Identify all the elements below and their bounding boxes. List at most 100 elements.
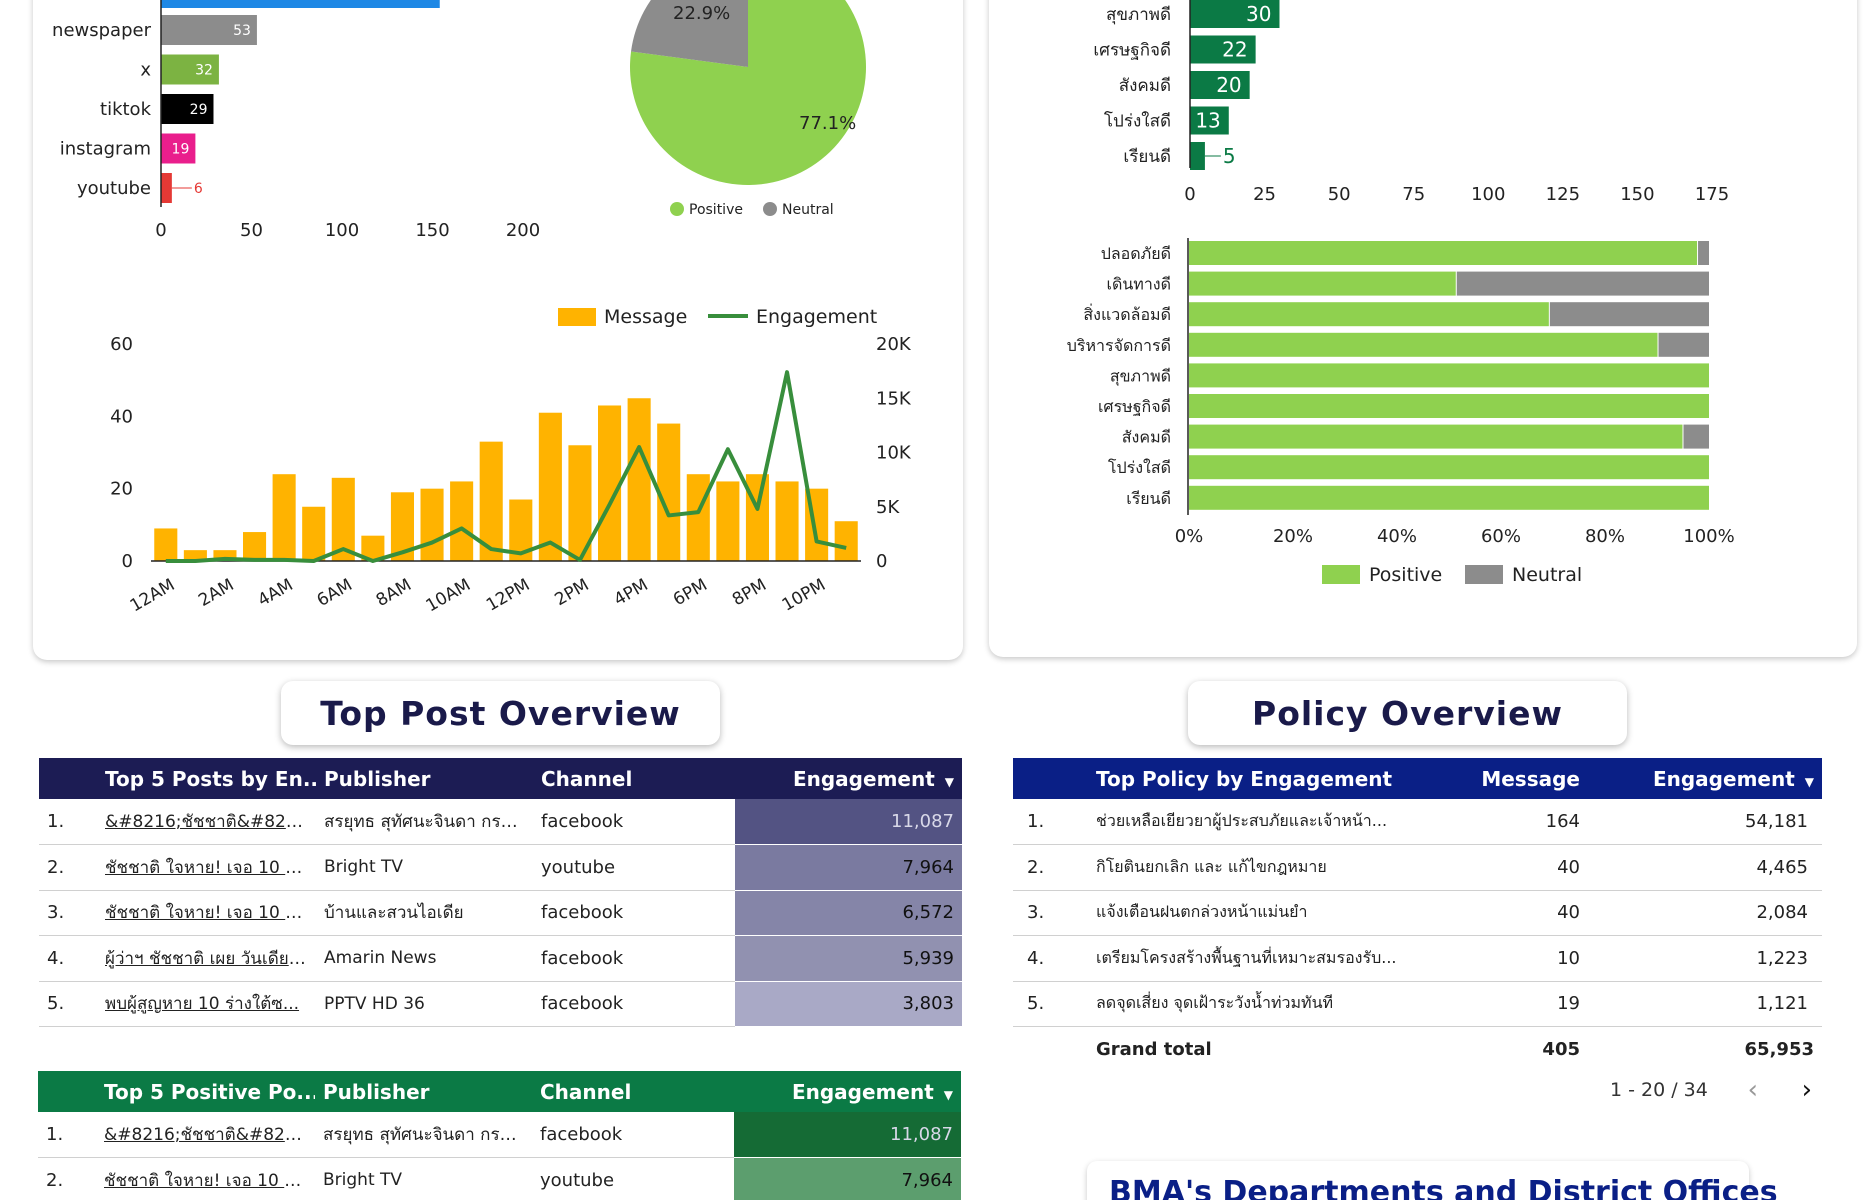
engagement-cell: 11,087 xyxy=(734,1112,961,1158)
policy-value-label: 20 xyxy=(1216,73,1241,97)
grand-total-message: 405 xyxy=(1542,1039,1580,1060)
legend-message-label: Message xyxy=(604,306,687,328)
pie-slice-neutral xyxy=(631,0,748,67)
post-link[interactable]: &#8216;ชัชชาติ&#821... xyxy=(97,799,316,845)
row-index: 4. xyxy=(1013,935,1088,982)
message-cell: 164 xyxy=(1428,799,1588,845)
channel-bar xyxy=(161,54,219,85)
row-index: 5. xyxy=(1013,981,1088,1027)
pager-range: 1 - 20 / 34 xyxy=(1610,1079,1708,1101)
message-bar xyxy=(183,550,207,561)
post-link[interactable]: ชัชชาติ ใจหาย! เจอ 10 ร่า... xyxy=(97,844,316,891)
legend-positive-icon xyxy=(670,202,684,216)
hour-tick-label: 6AM xyxy=(314,575,356,611)
message-header[interactable]: Message xyxy=(1481,766,1580,791)
publisher-header[interactable]: Publisher xyxy=(324,766,431,791)
table-row: 3. แจ้งเตือนฝนตกล่วงหน้าแม่นยำ 40 2,084 xyxy=(1013,890,1822,936)
policy-value-label: 30 xyxy=(1246,2,1271,26)
index-header xyxy=(1013,758,1088,799)
hour-tick-label: 8PM xyxy=(729,575,770,610)
channel-header[interactable]: Channel xyxy=(541,766,633,791)
table-row: 4. ผู้ว่าฯ ชัชชาติ เผย วันเดียว... Amarin … xyxy=(39,935,962,982)
engagement-sort-header[interactable]: Engagement ▼ xyxy=(791,1079,953,1104)
stack-positive-bar xyxy=(1189,455,1709,480)
message-bar xyxy=(657,423,681,561)
publisher-header[interactable]: Publisher xyxy=(323,1079,430,1104)
post-link[interactable]: ชัชชาติ ใจหาย! เจอ 10 ร่า... xyxy=(97,890,316,936)
publisher-cell: Bright TV xyxy=(316,844,533,891)
post-link[interactable]: &#8216;ชัชชาติ&#821... xyxy=(96,1112,315,1158)
engagement-cell: 4,465 xyxy=(1588,844,1822,891)
legend-engagement-label: Engagement xyxy=(756,306,877,328)
post-header[interactable]: Top 5 Posts by En... xyxy=(105,766,316,791)
policy-table: Top Policy by Engagement Message Engagem… xyxy=(1013,758,1822,1072)
message-bar xyxy=(272,474,296,561)
channel-header[interactable]: Channel xyxy=(540,1079,632,1104)
partial-top-bar xyxy=(161,0,440,8)
table-row: 5. ลดจุดเสี่ยง จุดเฝ้าระวังน้ำท่วมทันที 19… xyxy=(1013,981,1822,1027)
table-row: 1. &#8216;ชัชชาติ&#821... สรยุทธ สุทัศนะจิ… xyxy=(39,799,962,845)
engagement-cell: 7,964 xyxy=(735,844,962,891)
engagement-cell: 3,803 xyxy=(735,981,962,1027)
policy-name-cell: แจ้งเตือนฝนตกล่วงหน้าแม่นยำ xyxy=(1088,890,1428,936)
chevron-left-icon[interactable]: ‹ xyxy=(1747,1075,1759,1105)
policy-bar-chart: สุขภาพดี 30 เศรษฐกิจดี 22 สังคมดี 20 โปร่งใสดี… xyxy=(1093,0,1729,205)
left-axis-tick: 20 xyxy=(110,479,133,500)
stack-category-label: เดินทางดี xyxy=(1106,275,1171,294)
policy-x-tick: 50 xyxy=(1328,184,1351,205)
message-bar xyxy=(745,474,769,561)
hour-tick-label: 10PM xyxy=(779,575,829,616)
stack-positive-bar xyxy=(1189,485,1709,510)
policy-x-tick: 100 xyxy=(1471,184,1505,205)
post-link[interactable]: ผู้ว่าฯ ชัชชาติ เผย วันเดียว... xyxy=(97,935,316,982)
stack-neutral-bar xyxy=(1549,302,1709,327)
stack-positive-bar xyxy=(1189,424,1683,449)
policy-category-label: เศรษฐกิจดี xyxy=(1093,41,1171,61)
engagement-cell: 5,939 xyxy=(735,935,962,982)
message-bar xyxy=(568,445,592,561)
stack-x-tick: 0% xyxy=(1175,526,1204,547)
index-header xyxy=(39,758,97,799)
message-bar xyxy=(509,499,533,561)
stack-category-label: เรียนดี xyxy=(1126,489,1171,508)
engagement-cell: 1,121 xyxy=(1588,981,1822,1027)
engagement-cell: 1,223 xyxy=(1588,935,1822,982)
publisher-cell: Amarin News xyxy=(316,935,533,982)
message-bar xyxy=(361,535,385,561)
hour-tick-label: 2PM xyxy=(551,575,592,610)
hour-tick-label: 12PM xyxy=(483,575,533,616)
channel-x-tick: 150 xyxy=(415,220,449,241)
left-axis-tick: 60 xyxy=(110,334,133,355)
policy-value-label: 13 xyxy=(1195,109,1220,133)
chevron-right-icon[interactable]: › xyxy=(1801,1075,1813,1105)
policy-category-label: สุขภาพดี xyxy=(1106,5,1171,25)
channel-bar-chart: newspaper 53 x 32 tiktok 29 instagram 19 youtube… xyxy=(52,0,540,241)
stack-positive-bar xyxy=(1189,302,1549,327)
post-link[interactable]: พบผู้สูญหาย 10 ร่างใต้ซ... xyxy=(97,981,316,1027)
engagement-cell: 6,572 xyxy=(735,890,962,936)
left-axis-tick: 0 xyxy=(122,551,133,572)
left-axis-tick: 40 xyxy=(110,406,133,427)
table-row: 3. ชัชชาติ ใจหาย! เจอ 10 ร่า... บ้านและสวน… xyxy=(39,890,962,936)
policy-pager: 1 - 20 / 34 ‹ › xyxy=(1610,1075,1827,1105)
sort-down-icon: ▼ xyxy=(944,774,954,789)
message-bar xyxy=(834,521,858,561)
message-cell: 10 xyxy=(1428,935,1588,982)
table-row: 1. ช่วยเหลือเยียวยาผู้ประสบภัยและเจ้าหน้า… xyxy=(1013,799,1822,845)
post-header[interactable]: Top 5 Positive Po... xyxy=(104,1079,315,1104)
post-link[interactable]: ชัชชาติ ใจหาย! เจอ 10 ร่า... xyxy=(96,1157,315,1200)
legend-neutral-label: Neutral xyxy=(782,202,834,218)
grand-total-engagement: 65,953 xyxy=(1744,1039,1814,1060)
engagement-sort-header[interactable]: Engagement ▼ xyxy=(792,766,954,791)
hour-tick-label: 2AM xyxy=(195,575,237,611)
policy-name-header[interactable]: Top Policy by Engagement xyxy=(1096,766,1393,791)
pie-slice-positive xyxy=(630,0,866,185)
publisher-cell: Bright TV xyxy=(315,1157,532,1200)
message-bar xyxy=(331,477,355,561)
channel-cell: facebook xyxy=(533,935,735,982)
stack-positive-bar xyxy=(1189,363,1709,388)
stack-x-tick: 100% xyxy=(1683,526,1734,547)
engagement-sort-header[interactable]: Engagement ▼ xyxy=(1652,766,1814,791)
channel-cell: youtube xyxy=(533,844,735,891)
channel-cell: facebook xyxy=(532,1112,734,1158)
